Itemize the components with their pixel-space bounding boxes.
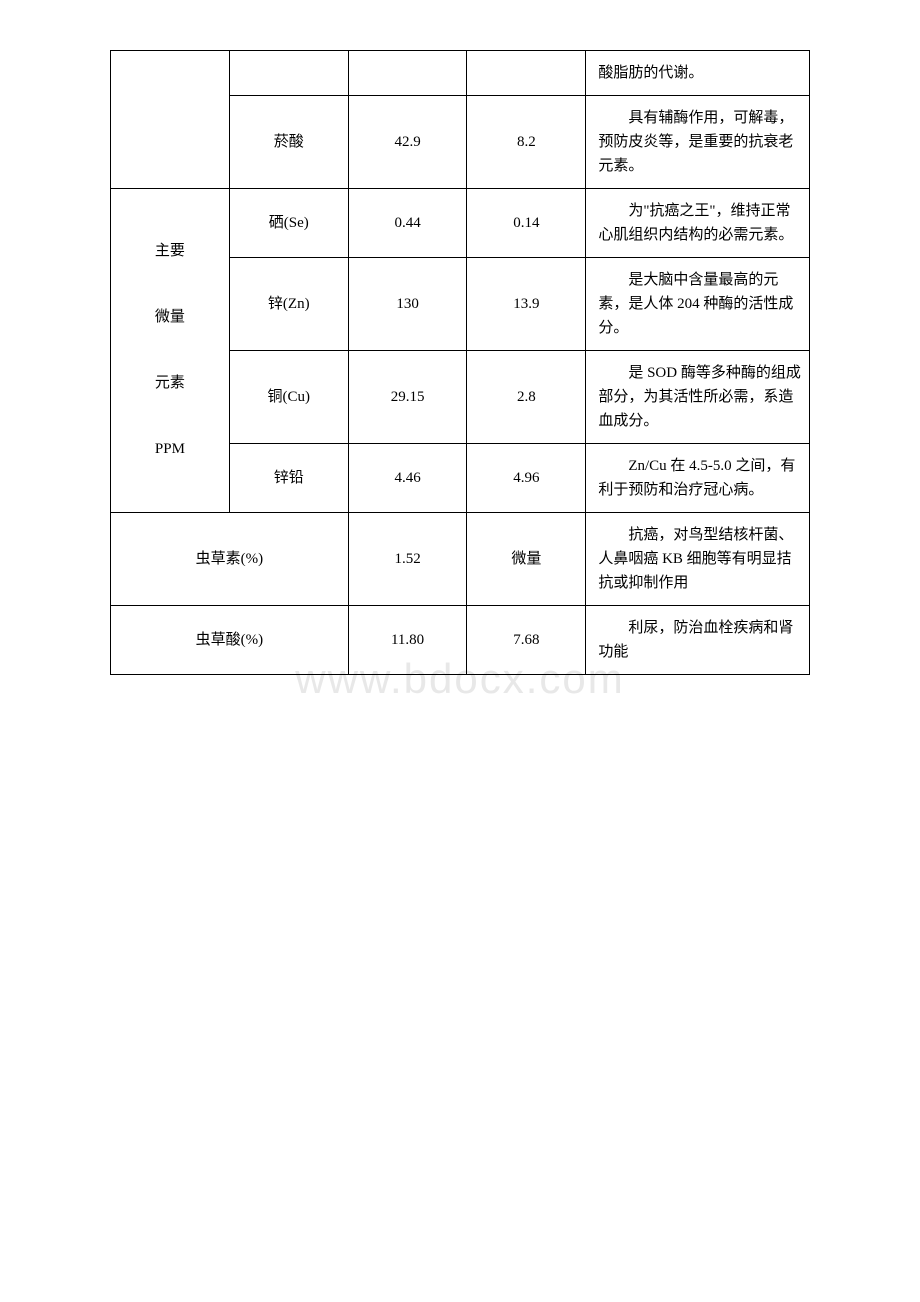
value1-cell: 29.15: [348, 351, 467, 444]
description-cell: Zn/Cu 在 4.5-5.0 之间，有利于预防和治疗冠心病。: [586, 444, 810, 513]
merged-name-cell: 虫草素(%): [111, 513, 349, 606]
value2-cell: 8.2: [467, 96, 586, 189]
table-row: 虫草酸(%) 11.80 7.68 利尿，防治血栓疾病和肾功能: [111, 606, 810, 675]
value1-cell: 11.80: [348, 606, 467, 675]
description-cell: 是 SOD 酶等多种酶的组成部分，为其活性所必需，系造血成分。: [586, 351, 810, 444]
description-cell: 抗癌，对鸟型结核杆菌、人鼻咽癌 KB 细胞等有明显拮抗或抑制作用: [586, 513, 810, 606]
table-row: 酸脂肪的代谢。: [111, 51, 810, 96]
name-cell: 铜(Cu): [229, 351, 348, 444]
name-cell: 锌(Zn): [229, 258, 348, 351]
description-cell: 利尿，防治血栓疾病和肾功能: [586, 606, 810, 675]
value2-cell: [467, 51, 586, 96]
name-cell: 硒(Se): [229, 189, 348, 258]
description-cell: 酸脂肪的代谢。: [586, 51, 810, 96]
composition-table: 酸脂肪的代谢。 菸酸 42.9 8.2 具有辅酶作用，可解毒，预防皮炎等，是重要…: [110, 50, 810, 675]
value1-cell: 4.46: [348, 444, 467, 513]
value1-cell: 130: [348, 258, 467, 351]
value2-cell: 4.96: [467, 444, 586, 513]
category-cell-empty: [111, 51, 230, 189]
value2-cell: 0.14: [467, 189, 586, 258]
value2-cell: 13.9: [467, 258, 586, 351]
name-cell: 锌铅: [229, 444, 348, 513]
merged-name-cell: 虫草酸(%): [111, 606, 349, 675]
table-row: 主要 微量 元素 PPM 硒(Se) 0.44 0.14 为"抗癌之王"，维持正…: [111, 189, 810, 258]
value2-cell: 微量: [467, 513, 586, 606]
value1-cell: 1.52: [348, 513, 467, 606]
value1-cell: 0.44: [348, 189, 467, 258]
description-cell: 具有辅酶作用，可解毒，预防皮炎等，是重要的抗衰老元素。: [586, 96, 810, 189]
value1-cell: 42.9: [348, 96, 467, 189]
value1-cell: [348, 51, 467, 96]
description-cell: 是大脑中含量最高的元素，是人体 204 种酶的活性成分。: [586, 258, 810, 351]
description-cell: 为"抗癌之王"，维持正常心肌组织内结构的必需元素。: [586, 189, 810, 258]
category-cell-trace-elements: 主要 微量 元素 PPM: [111, 189, 230, 513]
value2-cell: 7.68: [467, 606, 586, 675]
name-cell: [229, 51, 348, 96]
name-cell: 菸酸: [229, 96, 348, 189]
table-row: 虫草素(%) 1.52 微量 抗癌，对鸟型结核杆菌、人鼻咽癌 KB 细胞等有明显…: [111, 513, 810, 606]
value2-cell: 2.8: [467, 351, 586, 444]
